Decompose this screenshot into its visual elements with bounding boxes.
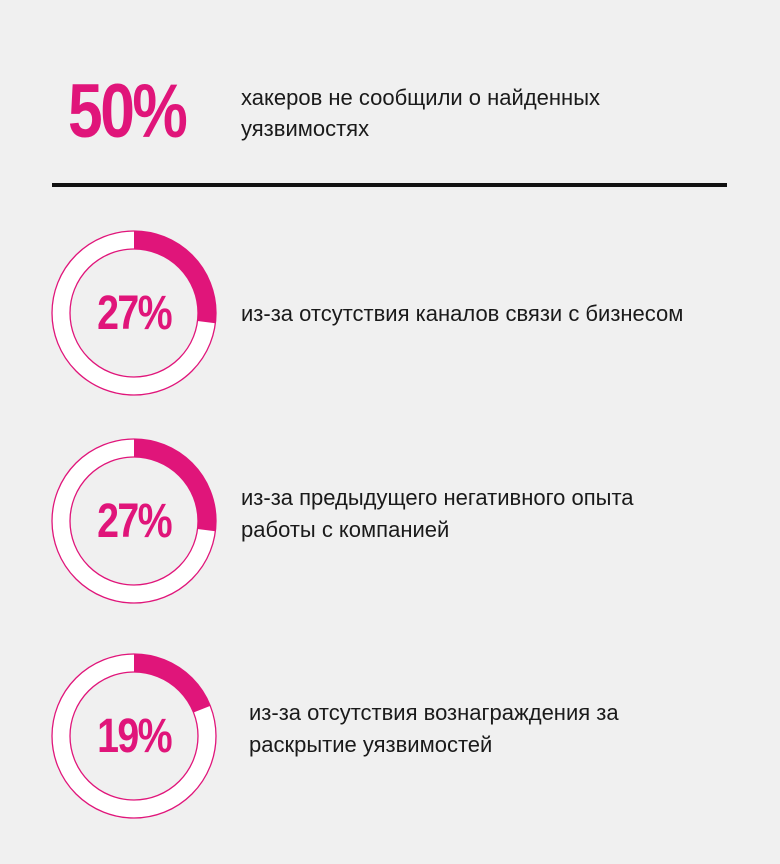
donut-value-label-2: 27% bbox=[97, 494, 173, 548]
donut-ring-2 bbox=[51, 438, 217, 604]
stat-caption-1: из-за отсутствия каналов связи с бизнесо… bbox=[241, 301, 684, 326]
stat-row-2: 27% из-за предыдущего негативного опыта … bbox=[0, 436, 780, 606]
donut-chart-1: 27% bbox=[49, 228, 219, 398]
headline-caption: хакеров не сообщили о найденных уязвимос… bbox=[241, 85, 601, 141]
donut-filled-segment bbox=[134, 654, 211, 713]
stat-caption-2: из-за предыдущего негативного опыта рабо… bbox=[241, 485, 634, 542]
stat-caption-3: из-за отсутствия вознаграждения за раскр… bbox=[249, 700, 619, 757]
divider-line bbox=[52, 183, 727, 187]
donut-ring-3 bbox=[51, 653, 217, 819]
donut-chart-2: 27% bbox=[49, 436, 219, 606]
donut-chart-3: 19% bbox=[49, 651, 219, 821]
donut-value-label-3: 19% bbox=[97, 709, 173, 763]
donut-filled-segment bbox=[134, 231, 216, 324]
donut-value-label-1: 27% bbox=[97, 286, 173, 340]
donut-ring-1 bbox=[51, 230, 217, 396]
donut-filled-segment bbox=[134, 439, 216, 532]
stat-row-3: 19% из-за отсутствия вознаграждения за р… bbox=[0, 651, 780, 821]
stat-row-1: 27% из-за отсутствия каналов связи с биз… bbox=[0, 228, 780, 398]
headline-percentage: 50% bbox=[68, 69, 188, 154]
